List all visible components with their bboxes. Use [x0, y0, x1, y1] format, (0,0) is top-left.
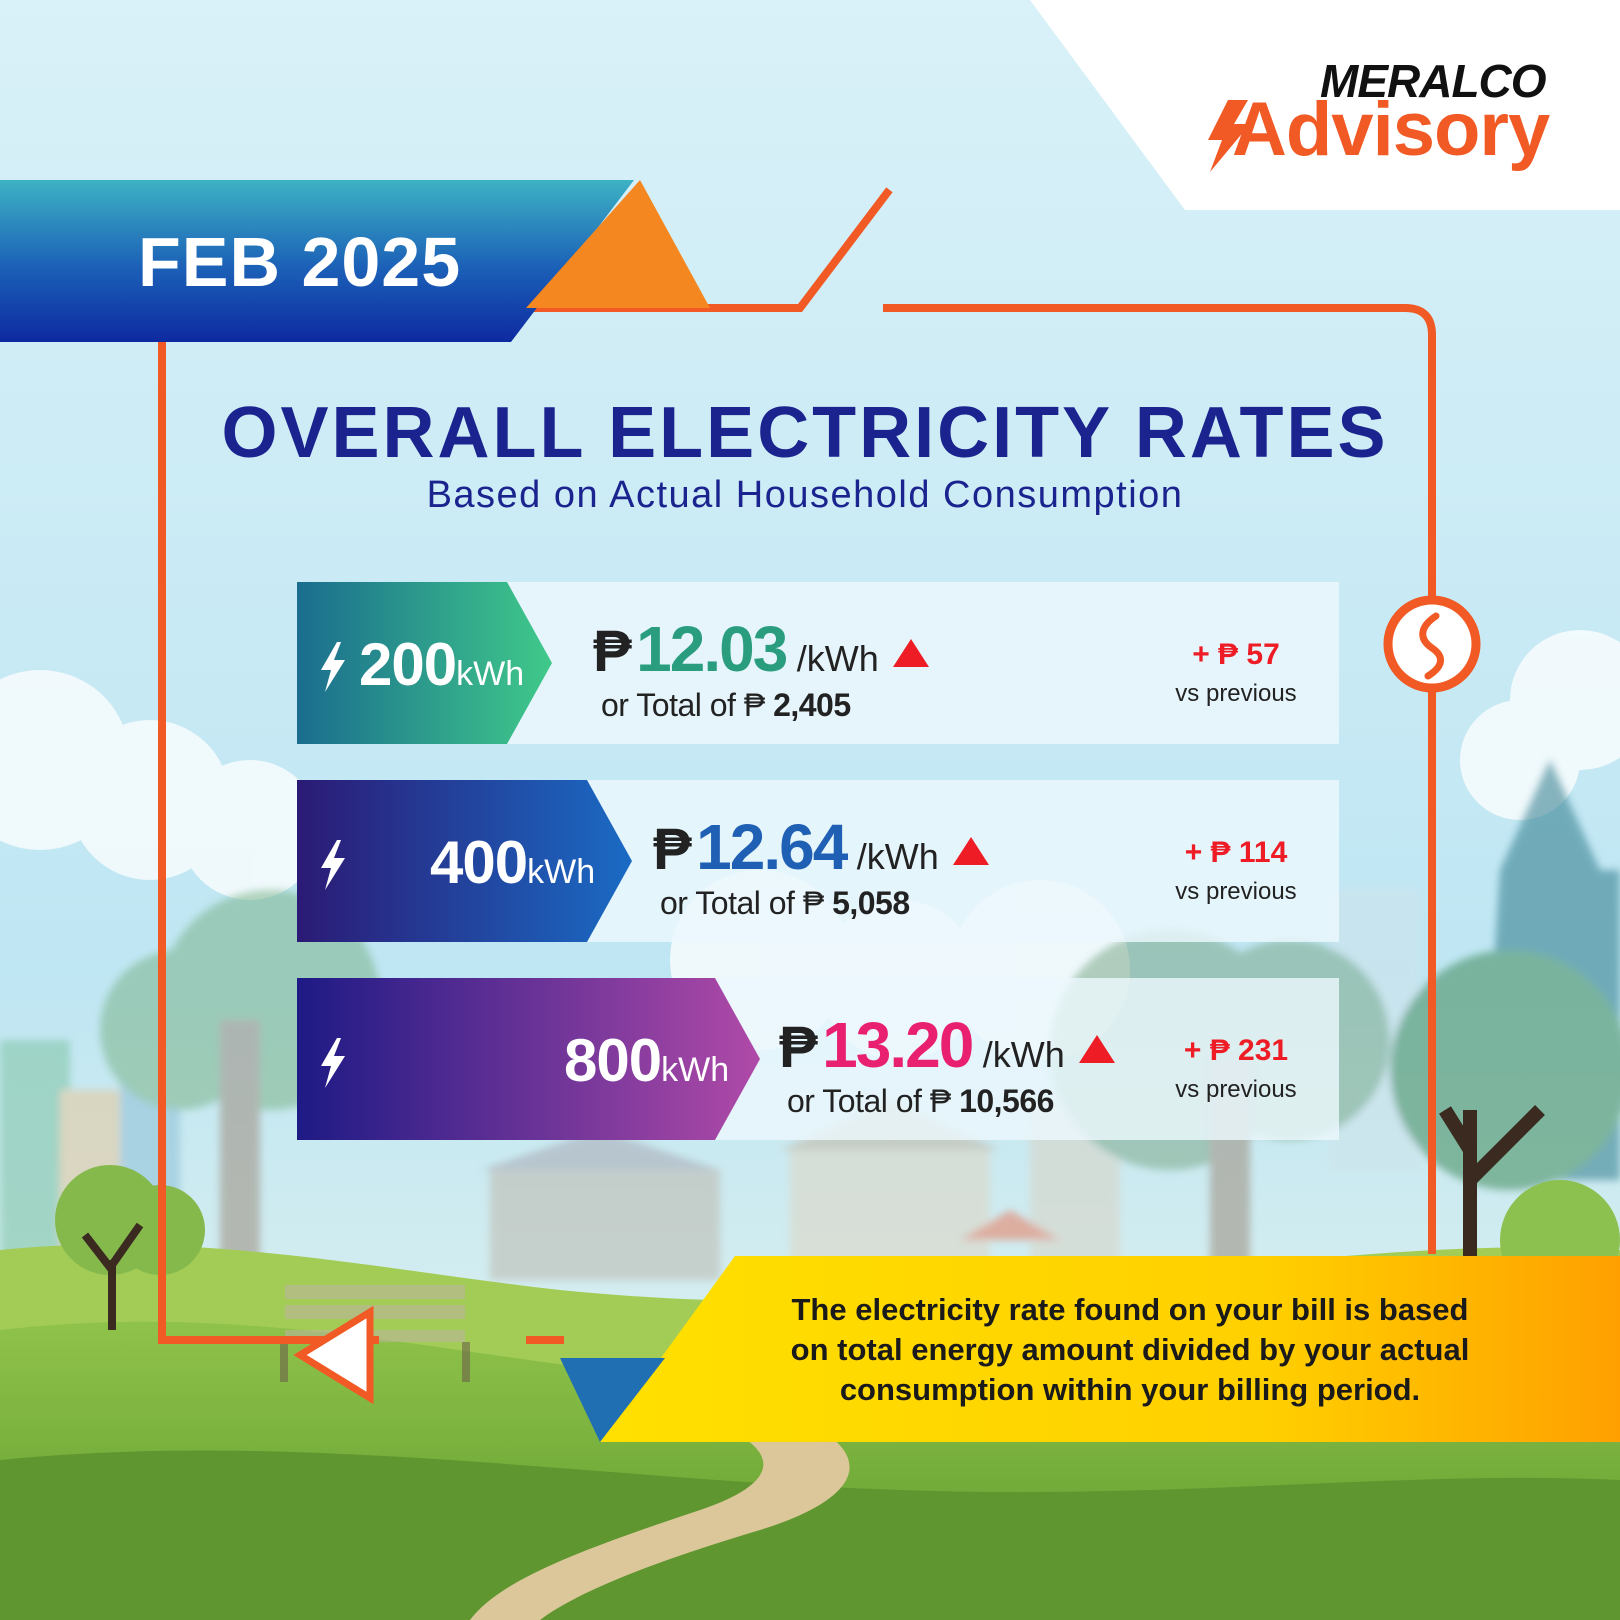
rate-value: ₱ 13.20 /kWh: [779, 1008, 1116, 1082]
change-note: vs previous: [1175, 1076, 1297, 1103]
brand-wordmark: MERALCO: [1320, 55, 1547, 107]
increase-triangle-icon: [953, 837, 990, 865]
consumption-tag: [297, 582, 552, 744]
consumption-tag: [297, 780, 632, 942]
billing-note: The electricity rate found on your bill …: [770, 1290, 1490, 1410]
page-title: OVERALL ELECTRICITY RATES: [221, 393, 1389, 473]
note-line: consumption within your billing period.: [839, 1372, 1421, 1407]
change-amount: + ₱ 57: [1192, 638, 1280, 671]
page-subtitle: Based on Actual Household Consumption: [426, 474, 1184, 516]
total-amount: or Total of ₱ 10,566: [787, 1083, 1054, 1119]
consumption-tag: [297, 978, 760, 1140]
increase-triangle-icon: [893, 639, 930, 667]
change-note: vs previous: [1175, 878, 1297, 905]
lightning-bolt-icon: [321, 840, 345, 890]
note-line: on total energy amount divided by your a…: [790, 1332, 1470, 1367]
change-amount: + ₱ 114: [1184, 836, 1288, 869]
lightning-bolt-icon: [321, 642, 345, 692]
total-amount: or Total of ₱ 5,058: [660, 885, 910, 921]
rate-row-800kwh: 800kWh ₱ 13.20 /kWh or Total of ₱ 10,566…: [297, 978, 1339, 1140]
total-amount: or Total of ₱ 2,405: [601, 687, 851, 723]
change-note: vs previous: [1175, 680, 1297, 707]
consumption-label: 800kWh: [564, 1027, 730, 1094]
rate-row-200kwh: 200kWh ₱ 12.03 /kWh or Total of ₱ 2,405 …: [297, 582, 1339, 744]
consumption-label: 400kWh: [430, 829, 596, 896]
rate-value: ₱ 12.64 /kWh: [653, 810, 990, 884]
change-amount: + ₱ 231: [1183, 1034, 1289, 1067]
consumption-label: 200kWh: [359, 631, 525, 698]
lightning-bolt-icon: [321, 1038, 345, 1088]
period-label: FEB 2025: [138, 223, 462, 301]
rate-value: ₱ 12.03 /kWh: [593, 612, 930, 686]
brand-advisory-label: Advisory: [1232, 87, 1550, 172]
note-line: The electricity rate found on your bill …: [791, 1292, 1469, 1327]
increase-triangle-icon: [1079, 1035, 1116, 1063]
rate-row-400kwh: 400kWh ₱ 12.64 /kWh or Total of ₱ 5,058 …: [297, 780, 1339, 942]
